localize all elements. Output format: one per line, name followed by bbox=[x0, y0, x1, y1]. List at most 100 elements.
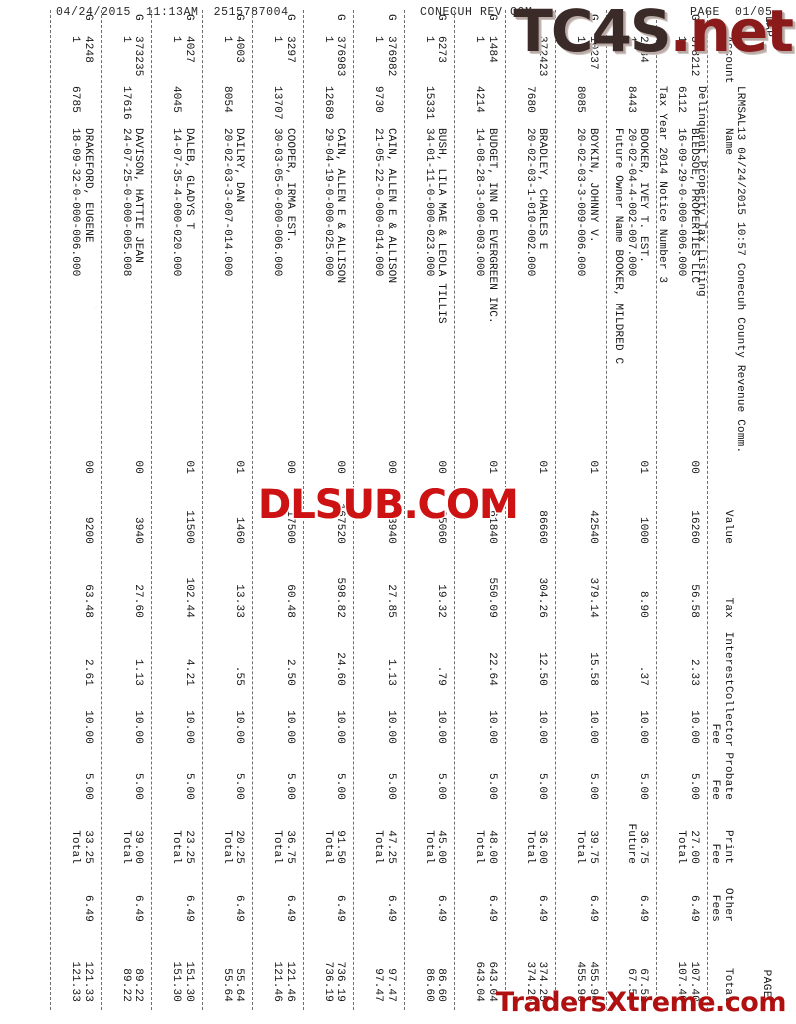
row-value: 42540 bbox=[587, 510, 599, 544]
row-total-sum: 151.30 bbox=[170, 961, 183, 1002]
row-tax: 8.90 bbox=[637, 590, 650, 618]
row-total: 736.19 bbox=[334, 961, 347, 1002]
row-owner-name: BOYKIN, JOHNNY V. bbox=[587, 128, 599, 243]
row-print-fee: 48.00 bbox=[486, 830, 498, 864]
row-interest: .79 bbox=[435, 665, 448, 686]
table-row[interactable]: G 373235 DAVISON, HATTIE JEAN 00 3940 27.60 1.… bbox=[95, 0, 145, 1024]
row-total: 86.60 bbox=[435, 968, 448, 1002]
row-collector-fee: 10.00 bbox=[132, 710, 145, 744]
row-total-label: Total bbox=[574, 830, 587, 864]
row-parcel-number: 16-09-29-0-000-006.000 bbox=[675, 128, 688, 277]
row-total-sum: 121.33 bbox=[69, 961, 82, 1002]
fax-time: 11:13AM bbox=[146, 6, 199, 19]
row-separator bbox=[606, 10, 607, 1010]
row-other-fees: 6.49 bbox=[82, 894, 94, 922]
row-collector-fee: 10.00 bbox=[587, 710, 599, 744]
row-other-fees: 6.49 bbox=[284, 894, 296, 922]
row-value: 16260 bbox=[688, 510, 700, 544]
row-parcel-number: 30-03-05-0-000-006.000 bbox=[271, 128, 284, 277]
row-owner-name: BLEDSOE, PROPERTIES LLC bbox=[688, 128, 700, 284]
row-interest: 12.50 bbox=[536, 652, 549, 686]
lap-label: LAP bbox=[762, 16, 774, 38]
row-account-number: 1484 bbox=[486, 36, 498, 64]
row-total-sum: 86.60 bbox=[423, 968, 435, 1002]
column-header-print-fee: Print Fee bbox=[709, 829, 735, 864]
row-tax: 379.14 bbox=[587, 577, 599, 618]
row-separator bbox=[202, 10, 203, 1010]
row-parcel-number: 14-08-28-3-000-003.000 bbox=[473, 128, 486, 277]
row-probate-fee: 5.00 bbox=[486, 772, 498, 800]
fax-header-strip: 04/24/2015 11:13AM 2515787004 CONECUH RE… bbox=[0, 6, 796, 28]
row-parcel-index: 17616 bbox=[120, 86, 132, 120]
row-owner-name: BUDGET, INN OF EVERGREEN INC. bbox=[486, 128, 498, 324]
table-row[interactable]: G 4027 DALEB, GLADYS T 01 11500 102.44 4.21 10.… bbox=[145, 0, 196, 1024]
row-print-fee: 36.00 bbox=[536, 830, 549, 864]
row-account-number: 372423 bbox=[536, 36, 549, 77]
report-title-line1: LRMSAL13 04/24/2015 10:57 Conecuh County… bbox=[734, 86, 746, 454]
fax-header-left: 04/24/2015 11:13AM 2515787004 bbox=[56, 6, 289, 19]
table-row[interactable]: G 10237 BOYKIN, JOHNNY V. 01 42540 379.14 15.5… bbox=[549, 0, 600, 1024]
table-row[interactable]: G 378212 BLEDSOE, PROPERTIES LLC 00 16260 56.… bbox=[650, 0, 701, 1024]
row-parcel-index: 9730 bbox=[372, 86, 385, 114]
row-parcel-number: 20-02-03-3-009-006.000 bbox=[574, 128, 587, 277]
row-other-fees: 6.49 bbox=[233, 894, 246, 922]
row-interest: 2.33 bbox=[688, 658, 700, 686]
row-class-code: G bbox=[385, 14, 397, 21]
column-header-collector-fee: Collector Fee bbox=[709, 686, 735, 748]
row-collector-fee: 10.00 bbox=[688, 710, 700, 744]
row-total-sum: 121.46 bbox=[271, 961, 284, 1002]
row-other-fees: 6.49 bbox=[132, 894, 145, 922]
row-other-fees: 6.49 bbox=[334, 894, 347, 922]
row-owner-name: BOOKER, IVEY T. EST. bbox=[637, 128, 650, 264]
row-probate-fee: 5.00 bbox=[132, 772, 145, 800]
row-probate-fee: 5.00 bbox=[82, 772, 94, 800]
row-other-fees: 6.49 bbox=[536, 894, 549, 922]
row-interest: 15.58 bbox=[587, 652, 599, 686]
row-tax: 63.48 bbox=[82, 584, 94, 618]
report-page-label: PAGE bbox=[760, 969, 772, 998]
row-sequence: 1 bbox=[625, 36, 637, 43]
row-collector-fee: 10.00 bbox=[637, 710, 650, 744]
row-class-code: G bbox=[486, 14, 498, 21]
row-total-label: Total bbox=[170, 830, 183, 864]
row-future-owner-note: Future Owner Name BOOKER, MILDRED C bbox=[612, 128, 625, 365]
row-sequence: 1 bbox=[322, 36, 334, 43]
row-account-number: 4003 bbox=[233, 36, 246, 64]
row-tax: 598.82 bbox=[334, 577, 347, 618]
row-other-fees: 6.49 bbox=[486, 894, 498, 922]
row-collector-fee: 10.00 bbox=[435, 710, 448, 744]
row-tax: 60.48 bbox=[284, 584, 296, 618]
row-parcel-index: 4214 bbox=[473, 86, 486, 114]
row-parcel-index: 6785 bbox=[69, 86, 82, 114]
row-sequence: 1 bbox=[372, 36, 385, 43]
row-print-fee: 36.75 bbox=[637, 830, 650, 864]
row-separator bbox=[252, 10, 254, 1010]
row-tax: 56.58 bbox=[688, 584, 700, 618]
row-interest: 2.50 bbox=[284, 658, 296, 686]
row-owner-name: DRAKEFORD, EUGENE bbox=[82, 128, 94, 243]
row-parcel-index: 8443 bbox=[625, 86, 637, 114]
row-total: 121.33 bbox=[82, 961, 94, 1002]
row-tax: 27.85 bbox=[385, 584, 397, 618]
row-interest: 1.13 bbox=[132, 658, 145, 686]
row-value: 1460 bbox=[233, 516, 246, 544]
row-account-number: 2384 bbox=[637, 36, 650, 64]
row-total: 151.30 bbox=[183, 961, 195, 1002]
row-total-sum: 374.25 bbox=[524, 961, 536, 1002]
row-parcel-index: 4045 bbox=[170, 86, 183, 114]
row-parcel-number: 18-09-32-0-000-006.000 bbox=[69, 128, 82, 277]
column-header-value: Value bbox=[722, 509, 734, 544]
table-row[interactable]: G 4248 DRAKEFORD, EUGENE 00 9200 63.48 2.61 10.… bbox=[44, 0, 95, 1024]
row-interest: .37 bbox=[637, 665, 650, 686]
table-row[interactable]: G 4003 DAILRY, DAN 01 1460 13.33.55 10.00 5.00 2… bbox=[196, 0, 246, 1024]
table-row[interactable]: G 2384 BOOKER, IVEY T. EST. 01 1000 8.90.37 10… bbox=[600, 0, 650, 1024]
row-tax: 550.09 bbox=[486, 577, 498, 618]
row-owner-name: DALEB, GLADYS T bbox=[183, 128, 195, 230]
row-class-code: G bbox=[284, 14, 296, 21]
row-parcel-number: 29-04-19-0-000-025.000 bbox=[322, 128, 334, 277]
row-collector-fee: 10.00 bbox=[486, 710, 498, 744]
fax-page-counter: PAGE 01/05 bbox=[690, 6, 773, 19]
row-total-sum: 455.96 bbox=[574, 961, 587, 1002]
row-sequence: 1 bbox=[170, 36, 183, 43]
row-probate-fee: 5.00 bbox=[233, 772, 246, 800]
